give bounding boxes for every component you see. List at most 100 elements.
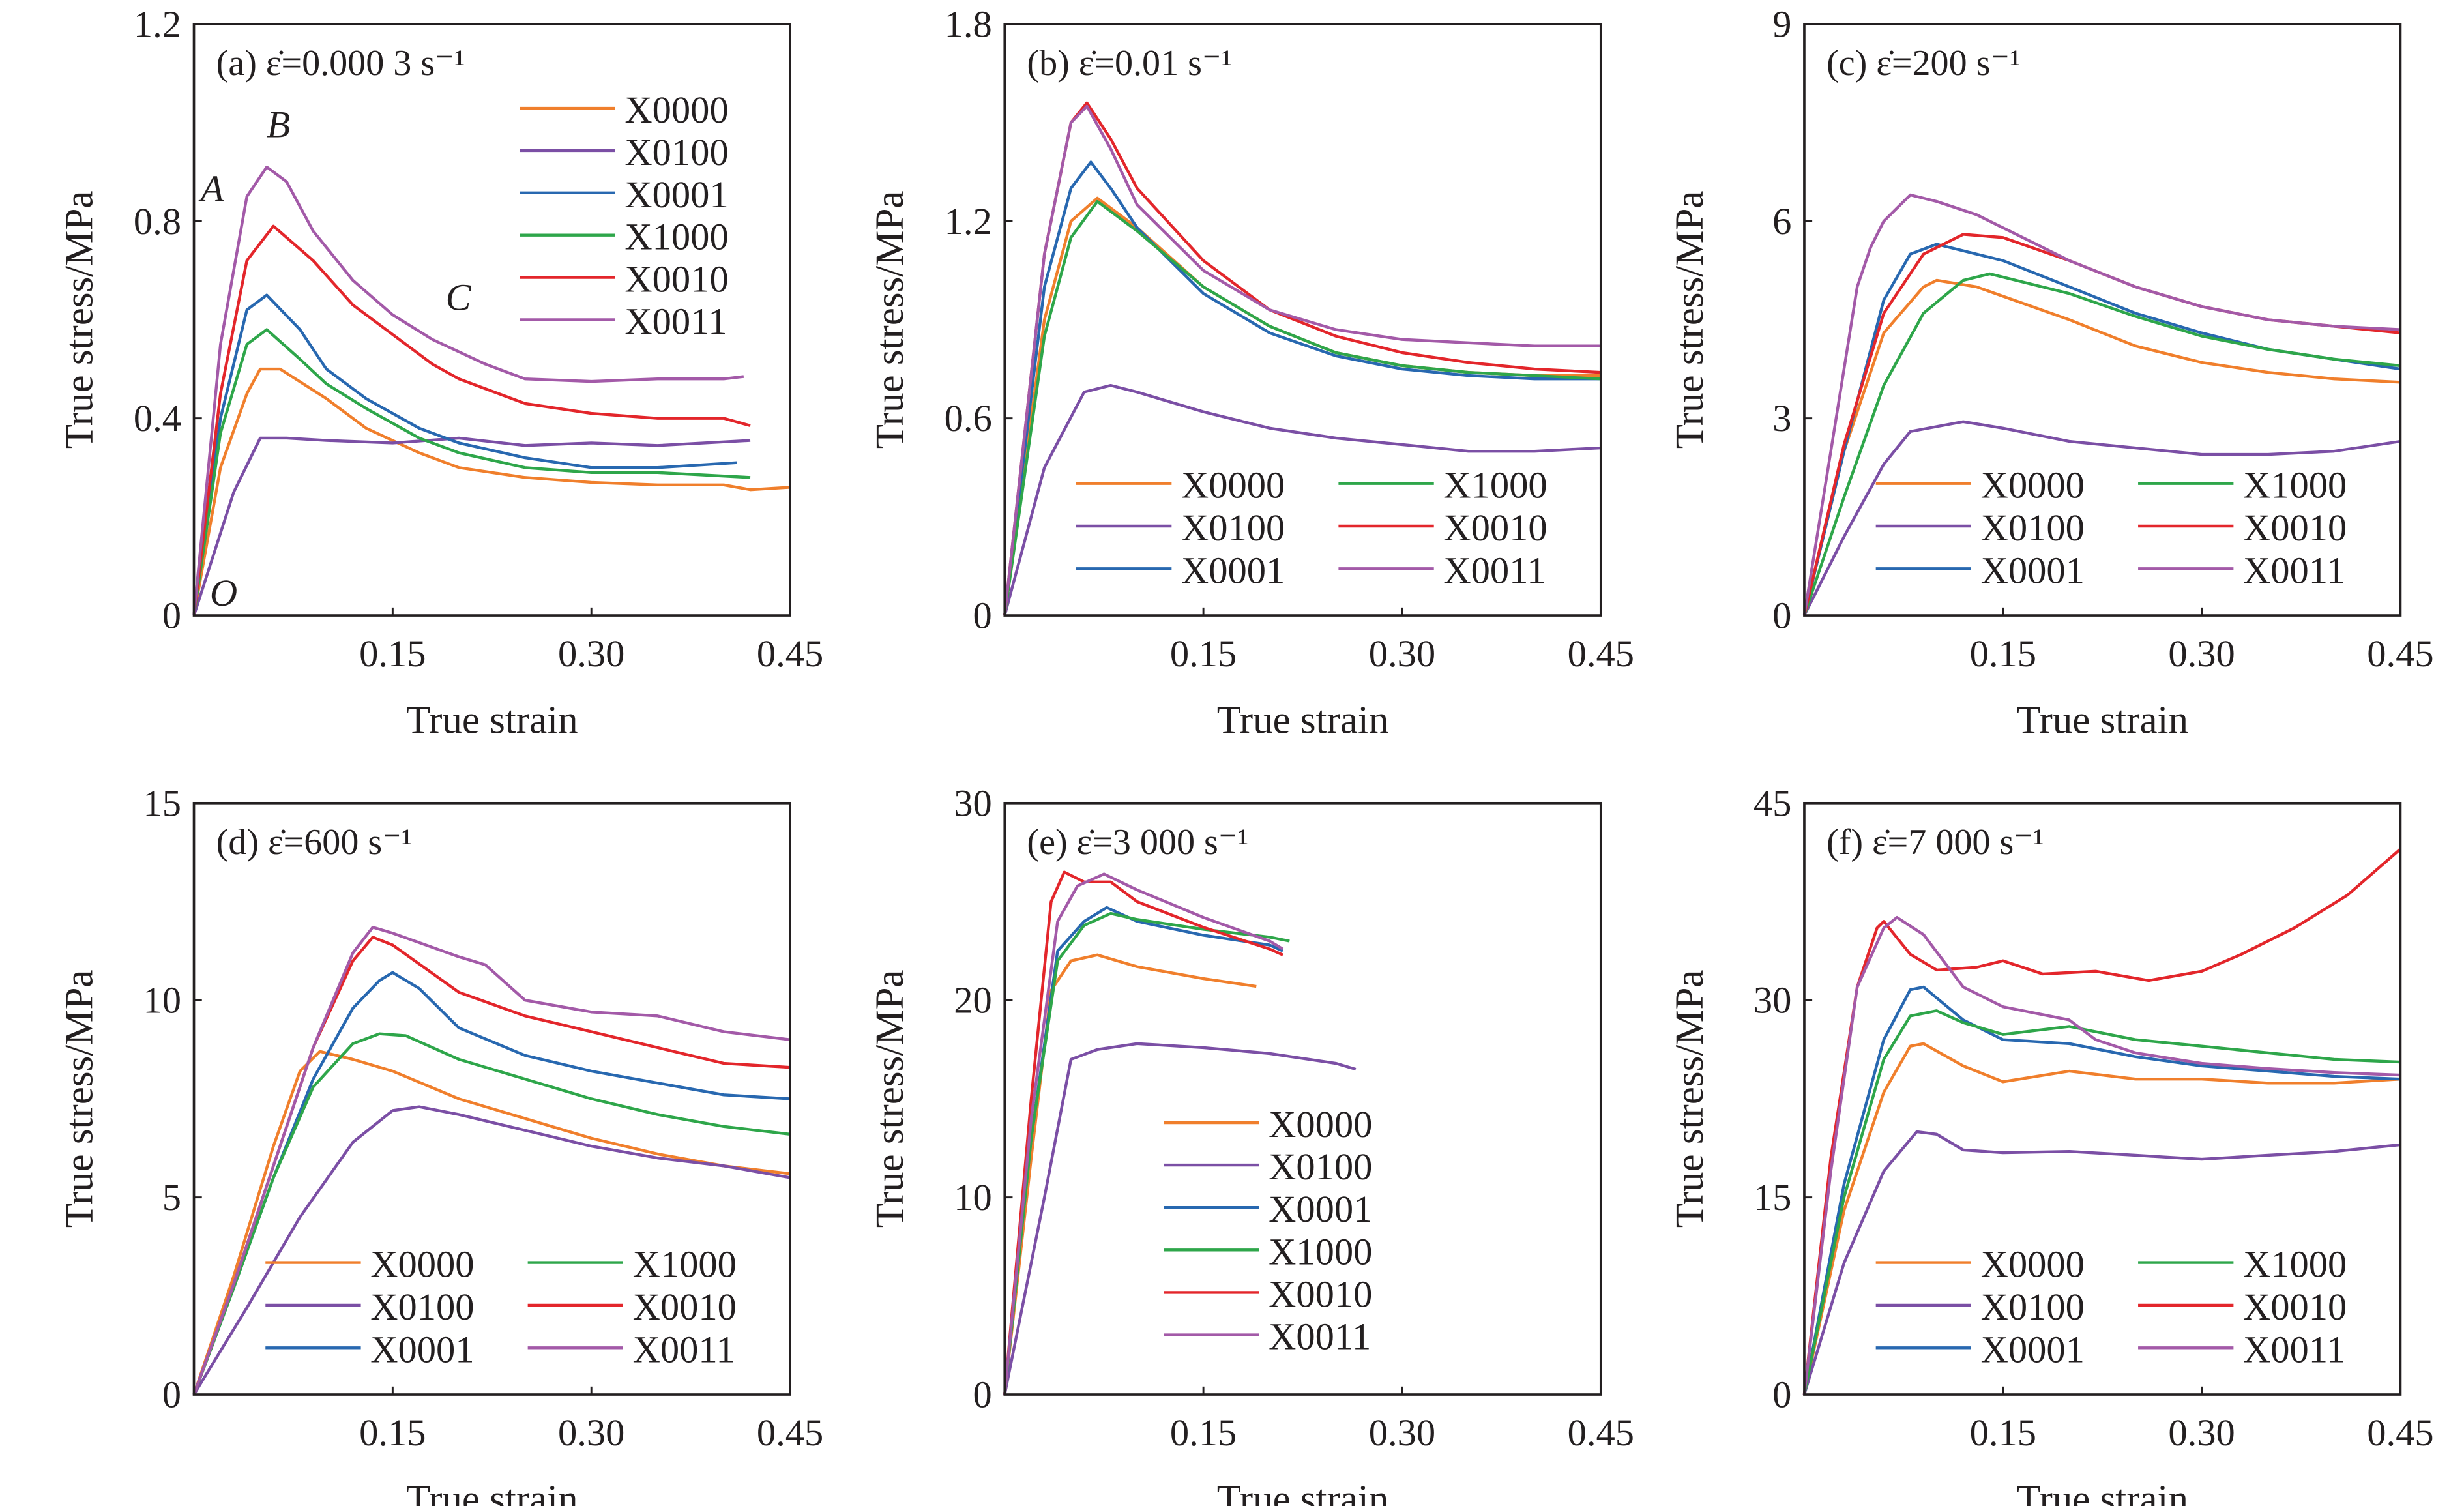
plot-frame	[1803, 23, 2402, 617]
legend-item-x0000: X0000	[1076, 464, 1285, 507]
series-line-x0001	[1003, 160, 1601, 616]
legend-item-x0010: X0010	[2138, 1286, 2347, 1328]
y-tick-label: 45	[1753, 782, 1792, 824]
y-axis-label: True stress/MPa	[868, 191, 912, 449]
legend-item-x0001: X0001	[520, 173, 729, 216]
x-axis-label: True strain	[2016, 699, 2188, 743]
series-line-x0100	[1003, 1042, 1357, 1395]
plot-frame	[192, 23, 791, 617]
series-line-x0000	[1003, 953, 1257, 1395]
y-tick-label: 0	[973, 595, 991, 637]
legend-label: X1000	[2243, 1243, 2347, 1286]
series-line-x1000	[1003, 199, 1601, 616]
legend-label: X0001	[624, 173, 728, 216]
legend-item-x0000: X0000	[265, 1243, 475, 1286]
series-line-x0000	[192, 367, 791, 616]
x-tick-label: 0.30	[2168, 1411, 2235, 1454]
series-line-x0000	[1802, 278, 2401, 616]
y-tick-label: 1.2	[945, 200, 992, 243]
panel-title: (b) ε̇=0.01 s⁻¹	[1027, 43, 1232, 83]
panel-e: 0 10 20 30 0.15 0.30 0.45 True strain True stres…	[868, 782, 1634, 1506]
legend-label: X1000	[1443, 464, 1547, 507]
x-tick-label: 0.45	[1568, 632, 1634, 675]
panel-d: 0 5 10 15 0.15 0.30 0.45 True strain True stress…	[57, 782, 823, 1506]
panel-title: (d) ε̇=600 s⁻¹	[216, 822, 413, 863]
legend-item-x0011: X0011	[527, 1328, 735, 1370]
legend-label: X0001	[1981, 1328, 2085, 1370]
legend-label: X0000	[1269, 1103, 1372, 1145]
legend-label: X0011	[1443, 549, 1546, 591]
y-tick-label: 0	[162, 595, 181, 637]
legend-label: X1000	[633, 1243, 737, 1286]
y-axis-label: True stress/MPa	[868, 970, 912, 1228]
series-line-x0100	[1003, 383, 1601, 616]
legend-item-x1000: X1000	[2138, 1243, 2347, 1286]
annotation-b: B	[267, 104, 290, 146]
legend-item-x0010: X0010	[2138, 507, 2347, 549]
series-line-x1000	[1802, 1009, 2401, 1395]
series-line-x0010	[1003, 870, 1283, 1395]
legend-label: X0010	[2243, 1286, 2347, 1328]
legend-label: X0100	[624, 131, 728, 173]
x-axis-label: True strain	[406, 699, 578, 743]
y-tick-label: 15	[1753, 1176, 1792, 1218]
legend-label: X0000	[1981, 464, 2085, 507]
legend-item-x0011: X0011	[520, 300, 727, 342]
x-tick-label: 0.30	[1369, 632, 1435, 675]
legend-item-x0010: X0010	[1164, 1273, 1372, 1315]
legend-label: X0010	[1443, 507, 1547, 549]
x-tick-label: 0.30	[1369, 1411, 1435, 1454]
series-line-x0100	[1802, 420, 2401, 617]
legend-item-x0000: X0000	[1875, 464, 2085, 507]
legend-label: X1000	[624, 216, 728, 258]
legend-label: X0011	[1269, 1316, 1371, 1358]
x-tick-label: 0.30	[2168, 632, 2235, 675]
legend-label: X0100	[1981, 507, 2085, 549]
legend-item-x1000: X1000	[1164, 1230, 1372, 1273]
series-line-x0000	[1802, 1042, 2401, 1395]
legend-label: X1000	[1269, 1230, 1372, 1273]
series-line-x1000	[192, 1032, 791, 1395]
legend-label: X0001	[1269, 1188, 1372, 1230]
y-tick-label: 3	[1772, 397, 1791, 439]
x-tick-label: 0.15	[1970, 1411, 2036, 1454]
y-tick-label: 20	[954, 979, 992, 1022]
panel-a: 0 0.4 0.8 1.2 0.15 0.30 0.45 True strain True st…	[57, 3, 823, 742]
y-axis-label: True stress/MPa	[1668, 191, 1712, 449]
annotation-c: C	[446, 276, 472, 318]
y-tick-label: 5	[162, 1176, 181, 1218]
x-tick-label: 0.15	[359, 1411, 426, 1454]
legend-item-x0001: X0001	[1875, 1328, 2085, 1370]
legend-item-x0000: X0000	[520, 89, 729, 131]
x-tick-label: 0.15	[1170, 632, 1237, 675]
legend-item-x0100: X0100	[1875, 1286, 2085, 1328]
legend-item-x0001: X0001	[265, 1328, 475, 1370]
legend-label: X0010	[624, 258, 728, 301]
y-tick-label: 0	[1772, 595, 1791, 637]
panel-title: (a) ε̇=0.000 3 s⁻¹	[216, 43, 465, 83]
legend-item-x0100: X0100	[520, 131, 729, 173]
x-axis-label: True strain	[1217, 699, 1389, 743]
legend-item-x1000: X1000	[2138, 464, 2347, 507]
legend-item-x0010: X0010	[1338, 507, 1547, 549]
series-line-x0011	[1003, 104, 1601, 616]
legend-item-x0001: X0001	[1875, 549, 2085, 591]
plot-frame	[1003, 801, 1602, 1396]
series-line-x0011	[192, 926, 791, 1395]
series-line-x0010	[192, 224, 751, 616]
y-tick-label: 0.8	[134, 200, 181, 243]
x-tick-label: 0.15	[1170, 1411, 1237, 1454]
x-axis-label: True strain	[2016, 1477, 2188, 1506]
legend-item-x1000: X1000	[520, 216, 729, 258]
y-tick-label: 0	[162, 1374, 181, 1416]
series-line-x0011	[1003, 872, 1284, 1395]
legend-label: X0001	[1981, 549, 2085, 591]
legend-item-x0011: X0011	[1164, 1316, 1371, 1358]
panel-title: (e) ε̇=3 000 s⁻¹	[1027, 822, 1248, 863]
legend-item-x1000: X1000	[527, 1243, 737, 1286]
x-tick-label: 0.15	[1970, 632, 2036, 675]
series-line-x1000	[1802, 272, 2401, 616]
annotation-a: A	[198, 168, 224, 210]
legend-item-x0011: X0011	[1338, 549, 1546, 591]
